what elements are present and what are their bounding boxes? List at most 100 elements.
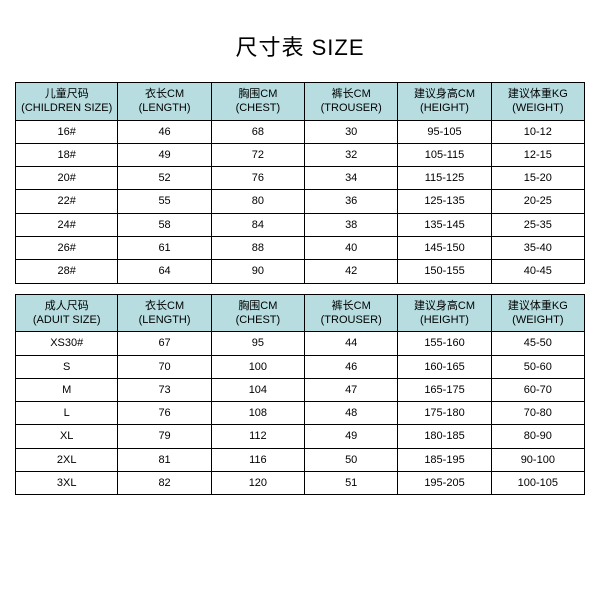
col-header-length: 衣长CM(LENGTH) xyxy=(118,294,211,332)
table-cell: 150-155 xyxy=(398,260,491,283)
children-tbody: 16#46683095-10510-1218#497232105-11512-1… xyxy=(16,120,585,283)
table-row: 16#46683095-10510-12 xyxy=(16,120,585,143)
table-cell: 28# xyxy=(16,260,118,283)
table-cell: 49 xyxy=(118,143,211,166)
table-cell: 61 xyxy=(118,237,211,260)
table-cell: 22# xyxy=(16,190,118,213)
table-cell: 155-160 xyxy=(398,332,491,355)
children-size-table: 儿童尺码(CHILDREN SIZE) 衣长CM(LENGTH) 胸围CM(CH… xyxy=(15,82,585,284)
table-cell: 185-195 xyxy=(398,448,491,471)
table-cell: 30 xyxy=(305,120,398,143)
col-header-chest: 胸围CM(CHEST) xyxy=(211,83,304,121)
table-cell: 73 xyxy=(118,378,211,401)
table-cell: 3XL xyxy=(16,472,118,495)
table-cell: M xyxy=(16,378,118,401)
table-cell: 46 xyxy=(118,120,211,143)
table-cell: 82 xyxy=(118,472,211,495)
table-cell: 81 xyxy=(118,448,211,471)
table-cell: 70 xyxy=(118,355,211,378)
table-cell: 16# xyxy=(16,120,118,143)
table-cell: 12-15 xyxy=(491,143,584,166)
table-row: 2XL8111650185-19590-100 xyxy=(16,448,585,471)
table-cell: 26# xyxy=(16,237,118,260)
table-cell: 52 xyxy=(118,167,211,190)
table-cell: 70-80 xyxy=(491,402,584,425)
table-cell: 25-35 xyxy=(491,213,584,236)
table-cell: 58 xyxy=(118,213,211,236)
table-cell: 180-185 xyxy=(398,425,491,448)
table-cell: XL xyxy=(16,425,118,448)
table-cell: 50-60 xyxy=(491,355,584,378)
table-cell: 45-50 xyxy=(491,332,584,355)
adult-tbody: XS30#679544155-16045-50S7010046160-16550… xyxy=(16,332,585,495)
adult-size-table: 成人尺码(ADUIT SIZE) 衣长CM(LENGTH) 胸围CM(CHEST… xyxy=(15,294,585,496)
table-cell: 51 xyxy=(305,472,398,495)
table-cell: 145-150 xyxy=(398,237,491,260)
table-row: L7610848175-18070-80 xyxy=(16,402,585,425)
table-cell: 95 xyxy=(211,332,304,355)
table-cell: 72 xyxy=(211,143,304,166)
table-cell: 44 xyxy=(305,332,398,355)
table-cell: 48 xyxy=(305,402,398,425)
table-row: 26#618840145-15035-40 xyxy=(16,237,585,260)
table-cell: 68 xyxy=(211,120,304,143)
table-cell: 35-40 xyxy=(491,237,584,260)
table-cell: 40-45 xyxy=(491,260,584,283)
table-cell: 40 xyxy=(305,237,398,260)
table-row: 22#558036125-13520-25 xyxy=(16,190,585,213)
table-row: 3XL8212051195-205100-105 xyxy=(16,472,585,495)
col-header-size: 成人尺码(ADUIT SIZE) xyxy=(16,294,118,332)
table-cell: 80-90 xyxy=(491,425,584,448)
table-cell: 55 xyxy=(118,190,211,213)
table-cell: 88 xyxy=(211,237,304,260)
table-cell: 79 xyxy=(118,425,211,448)
table-cell: 76 xyxy=(118,402,211,425)
table-cell: 20# xyxy=(16,167,118,190)
table-cell: L xyxy=(16,402,118,425)
table-cell: 90-100 xyxy=(491,448,584,471)
table-row: S7010046160-16550-60 xyxy=(16,355,585,378)
table-cell: 175-180 xyxy=(398,402,491,425)
table-cell: 47 xyxy=(305,378,398,401)
col-header-height: 建议身高CM(HEIGHT) xyxy=(398,294,491,332)
table-cell: 46 xyxy=(305,355,398,378)
table-cell: 104 xyxy=(211,378,304,401)
table-cell: 50 xyxy=(305,448,398,471)
table-cell: 100-105 xyxy=(491,472,584,495)
table-cell: 67 xyxy=(118,332,211,355)
col-header-weight: 建议体重KG(WEIGHT) xyxy=(491,294,584,332)
table-cell: 80 xyxy=(211,190,304,213)
col-header-length: 衣长CM(LENGTH) xyxy=(118,83,211,121)
table-cell: 2XL xyxy=(16,448,118,471)
table-cell: 120 xyxy=(211,472,304,495)
table-cell: 20-25 xyxy=(491,190,584,213)
table-cell: 125-135 xyxy=(398,190,491,213)
table-cell: S xyxy=(16,355,118,378)
col-header-size: 儿童尺码(CHILDREN SIZE) xyxy=(16,83,118,121)
table-cell: 76 xyxy=(211,167,304,190)
table-cell: 36 xyxy=(305,190,398,213)
table-cell: 15-20 xyxy=(491,167,584,190)
table-header-row: 儿童尺码(CHILDREN SIZE) 衣长CM(LENGTH) 胸围CM(CH… xyxy=(16,83,585,121)
table-cell: 38 xyxy=(305,213,398,236)
table-cell: 24# xyxy=(16,213,118,236)
table-cell: 108 xyxy=(211,402,304,425)
page-title: 尺寸表 SIZE xyxy=(235,30,364,62)
table-cell: 60-70 xyxy=(491,378,584,401)
table-cell: 95-105 xyxy=(398,120,491,143)
table-cell: 115-125 xyxy=(398,167,491,190)
table-cell: 42 xyxy=(305,260,398,283)
table-row: M7310447165-17560-70 xyxy=(16,378,585,401)
table-cell: 34 xyxy=(305,167,398,190)
table-cell: 165-175 xyxy=(398,378,491,401)
table-cell: 18# xyxy=(16,143,118,166)
table-cell: 116 xyxy=(211,448,304,471)
table-cell: 90 xyxy=(211,260,304,283)
table-row: 20#527634115-12515-20 xyxy=(16,167,585,190)
table-cell: 160-165 xyxy=(398,355,491,378)
col-header-trouser: 裤长CM(TROUSER) xyxy=(305,294,398,332)
table-cell: XS30# xyxy=(16,332,118,355)
col-header-chest: 胸围CM(CHEST) xyxy=(211,294,304,332)
table-cell: 100 xyxy=(211,355,304,378)
table-cell: 135-145 xyxy=(398,213,491,236)
